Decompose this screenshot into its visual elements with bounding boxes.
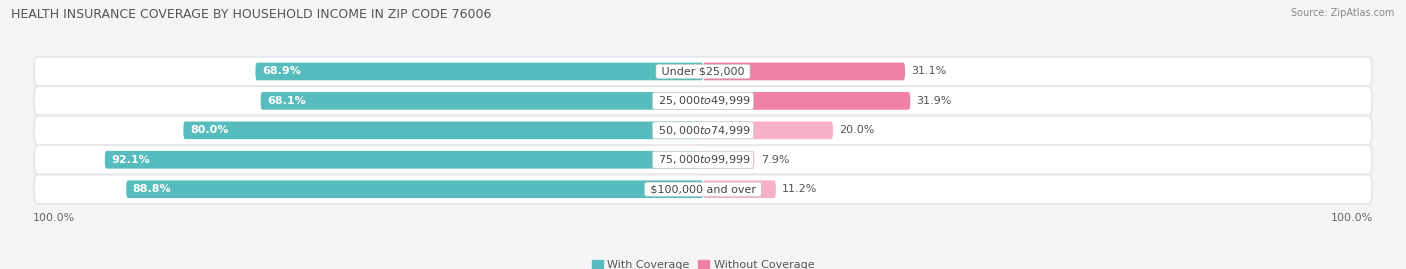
FancyBboxPatch shape bbox=[183, 122, 703, 139]
Text: 31.1%: 31.1% bbox=[911, 66, 946, 76]
Text: $100,000 and over: $100,000 and over bbox=[647, 184, 759, 194]
FancyBboxPatch shape bbox=[105, 151, 703, 169]
FancyBboxPatch shape bbox=[34, 116, 1372, 145]
FancyBboxPatch shape bbox=[34, 175, 1372, 204]
FancyBboxPatch shape bbox=[34, 145, 1372, 175]
Text: Source: ZipAtlas.com: Source: ZipAtlas.com bbox=[1291, 8, 1395, 18]
Text: 31.9%: 31.9% bbox=[917, 96, 952, 106]
Text: 20.0%: 20.0% bbox=[839, 125, 875, 135]
FancyBboxPatch shape bbox=[34, 86, 1372, 116]
FancyBboxPatch shape bbox=[703, 63, 905, 80]
FancyBboxPatch shape bbox=[703, 92, 910, 110]
Text: 68.1%: 68.1% bbox=[267, 96, 307, 106]
Text: 92.1%: 92.1% bbox=[111, 155, 150, 165]
Text: 88.8%: 88.8% bbox=[132, 184, 172, 194]
Text: Under $25,000: Under $25,000 bbox=[658, 66, 748, 76]
FancyBboxPatch shape bbox=[34, 57, 1372, 86]
Legend: With Coverage, Without Coverage: With Coverage, Without Coverage bbox=[588, 256, 818, 269]
Text: 80.0%: 80.0% bbox=[190, 125, 228, 135]
FancyBboxPatch shape bbox=[256, 63, 703, 80]
Text: 7.9%: 7.9% bbox=[761, 155, 789, 165]
FancyBboxPatch shape bbox=[703, 151, 755, 169]
Text: 11.2%: 11.2% bbox=[782, 184, 818, 194]
FancyBboxPatch shape bbox=[260, 92, 703, 110]
Text: HEALTH INSURANCE COVERAGE BY HOUSEHOLD INCOME IN ZIP CODE 76006: HEALTH INSURANCE COVERAGE BY HOUSEHOLD I… bbox=[11, 8, 492, 21]
FancyBboxPatch shape bbox=[127, 180, 703, 198]
FancyBboxPatch shape bbox=[703, 180, 776, 198]
Text: $50,000 to $74,999: $50,000 to $74,999 bbox=[655, 124, 751, 137]
Text: $25,000 to $49,999: $25,000 to $49,999 bbox=[655, 94, 751, 107]
Text: 68.9%: 68.9% bbox=[262, 66, 301, 76]
FancyBboxPatch shape bbox=[703, 122, 832, 139]
Text: $75,000 to $99,999: $75,000 to $99,999 bbox=[655, 153, 751, 166]
